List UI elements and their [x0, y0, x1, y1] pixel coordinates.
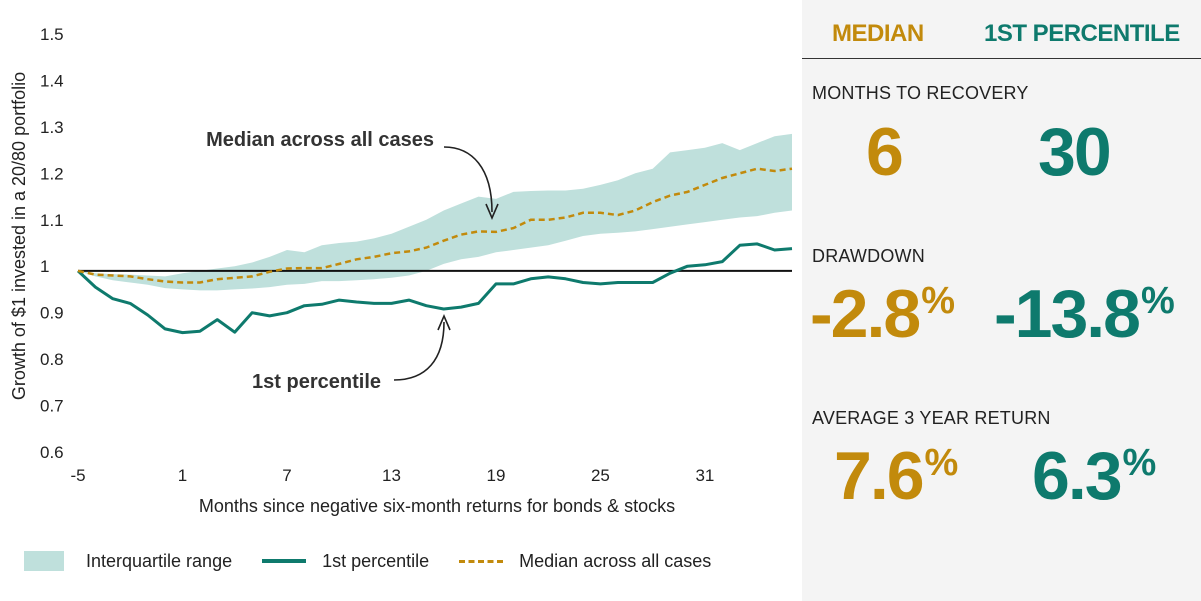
legend-label-solid: 1st percentile: [322, 550, 430, 571]
average-3yr-return-title: AVERAGE 3 YEAR RETURN: [812, 408, 1051, 428]
percentile-annotation-arrowhead: [437, 313, 451, 331]
median-3yr-return-unit: %: [924, 442, 959, 484]
y-tick-label: 1.5: [40, 25, 64, 44]
y-tick-label: 1.1: [40, 211, 64, 230]
percentile-annotation-arrow: [393, 321, 445, 381]
legend-item-dashed: Median across all cases: [459, 551, 711, 572]
solid-line-swatch: [262, 559, 307, 563]
x-tick-label: 7: [282, 466, 291, 485]
percentile-3yr-return-unit: %: [1122, 442, 1157, 484]
stats-panel-header: MEDIAN 1ST PERCENTILE: [802, 0, 1201, 59]
median-annotation-arrowhead: [485, 203, 499, 221]
x-tick-label: 25: [591, 466, 610, 485]
median-drawdown-value: -2.8: [810, 276, 921, 352]
legend-item-solid: 1st percentile: [262, 551, 429, 572]
interquartile-band: [78, 133, 792, 291]
legend-item-band: Interquartile range: [24, 551, 232, 572]
x-tick-label: -5: [70, 466, 85, 485]
median-months-to-recovery: 6: [866, 114, 904, 190]
band-swatch: [24, 551, 64, 571]
median-drawdown-unit: %: [921, 280, 955, 322]
x-tick-label: 1: [178, 466, 187, 485]
stats-panel: MEDIAN 1ST PERCENTILE MONTHS TO RECOVERY…: [802, 0, 1201, 601]
legend-label-dashed: Median across all cases: [519, 550, 712, 571]
median-3yr-return-value: 7.6: [834, 438, 925, 514]
median-drawdown: -2.8%: [810, 280, 955, 348]
median-3yr-return: 7.6%: [834, 442, 958, 510]
percentile-3yr-return-value: 6.3: [1032, 438, 1123, 514]
percentile-months-to-recovery: 30: [1038, 114, 1112, 190]
first-percentile-line: [76, 242, 793, 335]
percentile-column-header: 1ST PERCENTILE: [984, 20, 1180, 47]
percentile-drawdown-value: -13.8: [994, 276, 1141, 352]
percentile-3yr-return: 6.3%: [1032, 442, 1156, 510]
legend: Interquartile range 1st percentile Media…: [24, 546, 741, 576]
months-to-recovery-title: MONTHS TO RECOVERY: [812, 83, 1029, 103]
median-line: [77, 167, 793, 284]
x-tick-label: 31: [695, 466, 714, 485]
y-tick-label: 1.2: [40, 164, 64, 183]
x-axis-label: Months since negative six-month returns …: [199, 496, 675, 516]
percentile-drawdown: -13.8%: [994, 280, 1175, 348]
x-tick-label: 19: [486, 466, 505, 485]
y-tick-label: 0.6: [40, 443, 64, 462]
dashed-line-swatch: [459, 559, 504, 563]
y-tick-label: 0.9: [40, 304, 64, 323]
growth-chart: Growth of $1 invested in a 20/80 portfol…: [9, 25, 793, 516]
percentile-annotation: 1st percentile: [252, 371, 381, 393]
x-tick-label: 13: [382, 466, 401, 485]
y-tick-label: 0.8: [40, 350, 64, 369]
median-annotation-arrow: [443, 146, 493, 213]
y-tick-label: 1.4: [40, 71, 64, 90]
legend-label-band: Interquartile range: [86, 550, 233, 571]
y-tick-label: 1: [40, 257, 49, 276]
y-tick-label: 0.7: [40, 397, 64, 416]
median-annotation: Median across all cases: [206, 129, 434, 151]
y-axis-label: Growth of $1 invested in a 20/80 portfol…: [9, 72, 29, 400]
median-column-header: MEDIAN: [832, 20, 924, 47]
y-tick-label: 1.3: [40, 118, 64, 137]
drawdown-title: DRAWDOWN: [812, 246, 925, 266]
percentile-drawdown-unit: %: [1141, 280, 1175, 322]
